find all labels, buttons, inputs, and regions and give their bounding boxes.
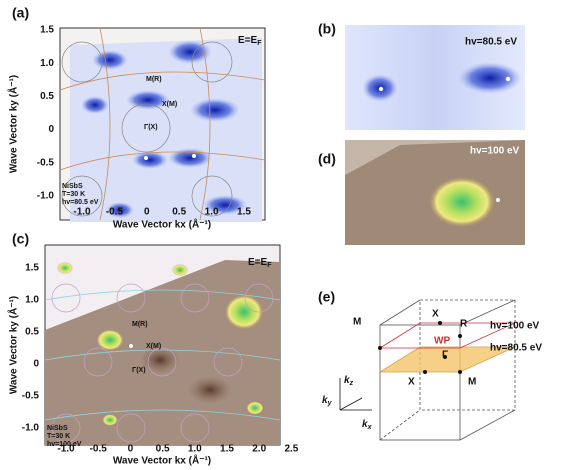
- photon-energy: hv=80.5 eV: [465, 37, 517, 48]
- point-label: X(M): [162, 101, 177, 108]
- y-tick-label: 0: [48, 124, 54, 135]
- point-label: Γ(X): [132, 367, 146, 374]
- point-label: M(R): [146, 76, 162, 83]
- bz-point-label: X: [432, 309, 439, 320]
- x-tick-label: 0: [128, 444, 134, 455]
- y-tick-label: 1.0: [25, 295, 39, 306]
- axis-label-sub: y: [327, 400, 333, 407]
- y-tick-label: 0.5: [40, 91, 54, 102]
- plane-label: hv=80.5 eV: [490, 343, 542, 354]
- x-tick-label: -1.0: [73, 207, 91, 218]
- axis-label-sub: x: [367, 424, 373, 431]
- y-tick-label: 1.0: [40, 58, 54, 69]
- photon-energy: hv=100 eV: [470, 146, 520, 157]
- x-axis-label: Wave Vector kx (Å⁻¹): [113, 218, 211, 231]
- x-tick-label: 1.5: [220, 444, 234, 455]
- energy-label-main: E=E: [238, 35, 258, 46]
- x-tick-label: 2.5: [284, 444, 298, 455]
- point-label: X(M): [146, 343, 161, 350]
- y-tick-label: 0: [33, 359, 39, 370]
- energy-label-main: E=E: [248, 257, 268, 268]
- y-tick-label: 0.5: [25, 327, 39, 338]
- panel-label: (d): [318, 151, 336, 167]
- x-axis-label: Wave Vector kx (Å⁻¹): [113, 454, 211, 467]
- sample-info: hv=80.5 eV: [62, 199, 99, 206]
- axis-label: ky: [322, 395, 333, 408]
- bz-point-label: R: [460, 319, 468, 330]
- panel-label: (b): [318, 21, 336, 37]
- axis-label: kz: [344, 375, 354, 388]
- figure: (a) (b) (d) (c) (e) hv=80.5 eV hv=100 eV…: [0, 0, 582, 470]
- y-tick-label: 1.5: [40, 25, 54, 36]
- x-tick-label: -0.5: [106, 207, 124, 218]
- y-axis-label: Wave Vector ky (Å⁻¹): [7, 75, 20, 173]
- x-tick-label: 0.5: [156, 444, 170, 455]
- energy-label-sub: F: [257, 40, 262, 47]
- x-tick-label: 0: [144, 207, 150, 218]
- y-tick-label: 1.5: [25, 263, 39, 274]
- y-tick-label: -1.0: [22, 423, 40, 434]
- sample-info: NiSbS: [62, 183, 83, 190]
- panel-a-image: [60, 28, 265, 222]
- panel-label: (c): [12, 231, 29, 247]
- panel-label: (e): [318, 289, 335, 305]
- x-tick-label: 0.5: [172, 207, 186, 218]
- x-tick-label: 2.0: [252, 444, 266, 455]
- x-tick-label: -0.5: [90, 444, 108, 455]
- panel-c-image: [45, 245, 280, 445]
- y-tick-label: -1.0: [37, 191, 55, 202]
- bz-point-label: Γ: [442, 350, 448, 361]
- axis-label-sub: z: [349, 380, 354, 387]
- bz-point-label: M: [353, 317, 361, 328]
- sample-info: T=30 K: [62, 191, 85, 198]
- sample-info: hv=100 eV: [47, 441, 82, 448]
- bz-point-label: X: [408, 377, 415, 388]
- bz-point-label: M: [468, 377, 476, 388]
- y-tick-label: -0.5: [37, 157, 55, 168]
- point-label: Γ(X): [144, 124, 158, 131]
- plane-label: hv=100 eV: [490, 321, 540, 332]
- x-tick-label: 1.0: [188, 444, 202, 455]
- sample-info: NiSbS: [47, 425, 68, 432]
- sample-info: T=30 K: [47, 433, 70, 440]
- bz-point-label: WP: [434, 336, 450, 347]
- point-label: M(R): [132, 321, 148, 328]
- x-tick-label: 1.0: [205, 207, 219, 218]
- y-axis-label: Wave Vector ky (Å⁻¹): [7, 296, 20, 394]
- energy-label-sub: F: [267, 262, 272, 269]
- x-tick-label: 1.5: [237, 207, 251, 218]
- y-tick-label: -0.5: [22, 391, 40, 402]
- panel-label: (a): [12, 5, 29, 21]
- axis-label: kx: [362, 419, 373, 432]
